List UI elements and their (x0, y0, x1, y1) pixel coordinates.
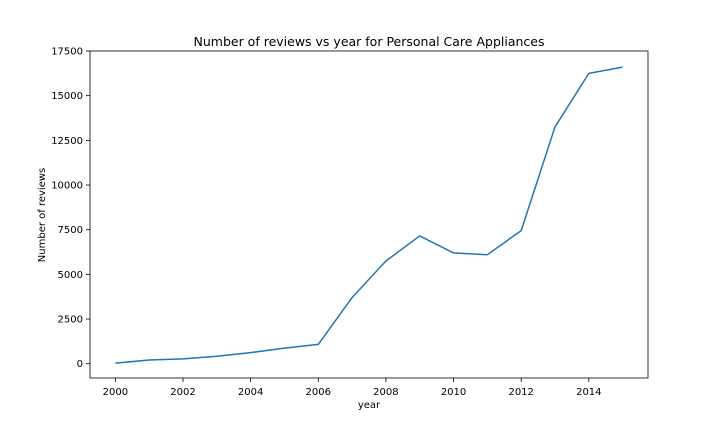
x-tick-label: 2014 (576, 387, 601, 398)
plot-lines (113, 65, 625, 366)
y-tick-label: 10000 (51, 181, 83, 192)
x-axis-label: year (358, 400, 381, 411)
x-tick-label: 2012 (508, 387, 533, 398)
y-tick-label: 17500 (51, 47, 83, 58)
data-point (181, 356, 186, 361)
y-tick-label: 15000 (51, 91, 83, 102)
y-tick-label: 7500 (58, 225, 83, 236)
data-point (383, 258, 388, 263)
y-tick-label: 12500 (51, 136, 83, 147)
data-point (451, 250, 456, 255)
data-point (519, 228, 524, 233)
x-tick-label: 2002 (170, 387, 195, 398)
x-tick-label: 2004 (238, 387, 263, 398)
x-tick-label: 2000 (103, 387, 128, 398)
plot-area-frame (89, 50, 649, 379)
data-point (248, 350, 253, 355)
data-point (553, 124, 558, 129)
y-axis-label: Number of reviews (37, 168, 48, 262)
x-tick-label: 2008 (373, 387, 398, 398)
x-tick-label: 2010 (441, 387, 466, 398)
data-point (214, 354, 219, 359)
chart-title: Number of reviews vs year for Personal C… (194, 34, 545, 49)
x-tick-label: 2006 (306, 387, 331, 398)
y-tick-label: 2500 (58, 315, 83, 326)
y-tick-label: 0 (77, 359, 83, 370)
y-tick-label: 5000 (58, 270, 83, 281)
data-point (147, 357, 152, 362)
data-point (113, 361, 118, 366)
data-point (316, 342, 321, 347)
data-point (485, 252, 490, 257)
series-line (115, 66, 623, 364)
y-axis-ticks: 0 2500 5000 7500 10000 12500 15000 17500 (51, 47, 90, 370)
data-point (620, 65, 625, 70)
data-point (350, 295, 355, 300)
data-point (417, 233, 422, 238)
data-point (282, 346, 287, 351)
x-axis-ticks: 2000 2002 2004 2006 2008 2010 2012 2014 (103, 378, 602, 398)
data-point (586, 71, 591, 76)
